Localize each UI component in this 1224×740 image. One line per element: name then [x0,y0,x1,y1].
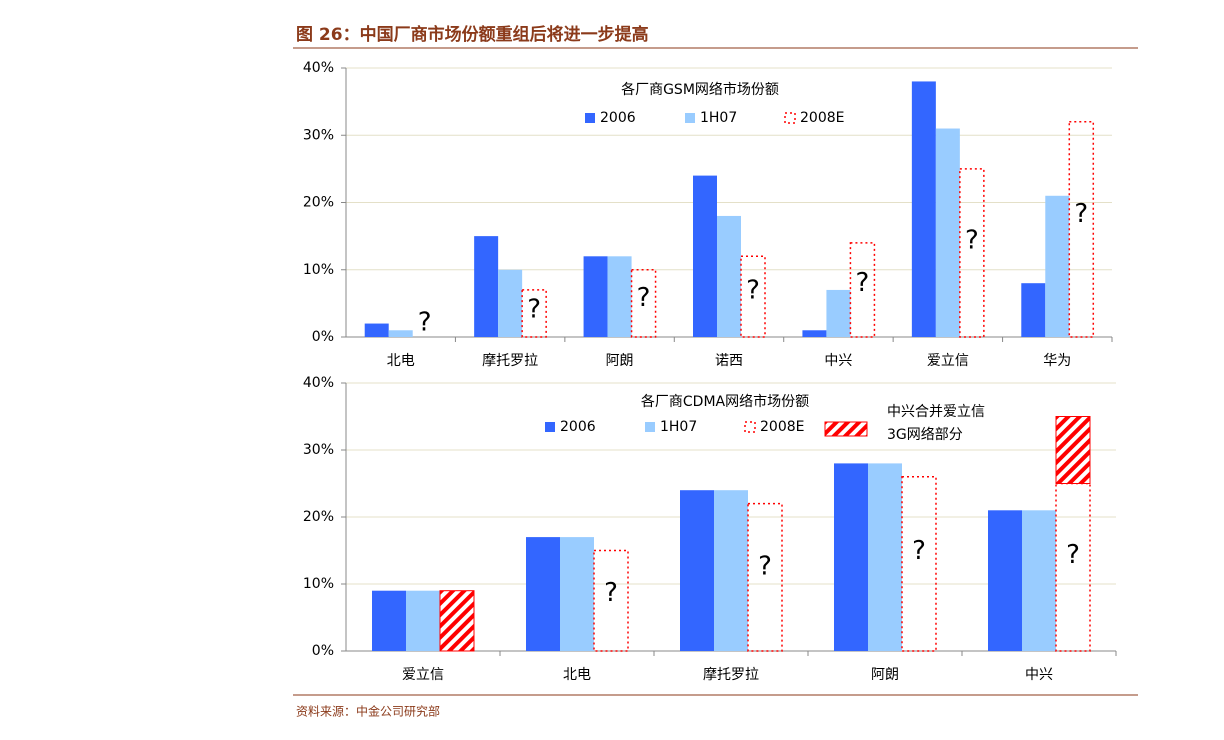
legend-swatch [784,112,796,124]
legend-label: 1H07 [700,110,737,126]
bar [1055,416,1091,484]
legend-swatch [744,421,756,433]
legend-label: 2006 [560,419,596,435]
bar [1045,195,1070,337]
bar [988,510,1022,651]
bar [526,537,560,651]
x-tick-label: 摩托罗拉 [482,352,538,369]
bar [959,168,985,338]
x-tick-label: 阿朗 [606,353,634,369]
unknown-mark: ? [746,276,760,306]
legend-label: 2008E [800,110,844,126]
bar [849,242,876,338]
legend-swatch [585,113,595,123]
legend-label: 2008E [760,419,804,435]
bar [680,490,714,651]
bar [439,590,475,652]
legend-swatch [645,422,655,432]
x-tick-label: 爱立信 [402,667,444,683]
source: 资料来源：中金公司研究部 [296,704,440,719]
bar [1021,283,1046,337]
bar [583,256,608,337]
x-tick-label: 诺西 [715,353,743,369]
bar [911,81,936,337]
bar [935,128,960,337]
legend-label: 2006 [600,110,636,126]
bar [834,463,868,651]
bar [826,289,851,337]
unknown-mark: ? [912,536,926,566]
bar [802,330,827,337]
y-tick-label: 40% [303,375,334,391]
bar [560,537,594,651]
y-tick-label: 30% [303,127,334,143]
bar [474,236,499,337]
legend-label: 1H07 [660,419,697,435]
unknown-mark: ? [856,268,870,298]
bar [740,255,766,338]
x-tick-label: 阿朗 [871,667,899,683]
unknown-mark: ? [965,226,979,256]
x-tick-label: 北电 [387,353,415,369]
legend-title: 各厂商GSM网络市场份额 [621,81,779,98]
x-tick-label: 北电 [563,667,591,683]
y-tick-label: 20% [303,195,334,211]
bar [498,269,523,337]
x-tick-label: 爱立信 [927,353,969,369]
x-tick-label: 中兴 [1025,667,1053,683]
legend-title: 各厂商CDMA网络市场份额 [641,393,809,410]
unknown-mark: ? [758,551,772,581]
unknown-mark: ? [1066,540,1080,570]
bar [406,590,440,651]
unknown-mark: ? [637,283,651,313]
legend-label: 中兴合并爱立信 3G网络部分 [887,404,985,443]
page-title: 图 26：中国厂商市场份额重组后将进一步提高 [296,24,649,45]
unknown-mark: ? [1074,199,1088,229]
legend-swatch [545,422,555,432]
y-tick-label: 40% [303,60,334,76]
y-tick-label: 30% [303,442,334,458]
x-tick-label: 摩托罗拉 [703,666,759,683]
bar [388,330,413,337]
bar [717,215,741,337]
bar [607,256,632,337]
legend-swatch [685,113,695,123]
y-tick-label: 0% [312,643,334,659]
y-tick-label: 10% [303,576,334,592]
bar [1022,510,1056,651]
y-tick-label: 0% [312,329,334,345]
unknown-mark: ? [527,295,541,325]
y-tick-label: 10% [303,262,334,278]
unknown-mark: ? [604,578,618,608]
bar [364,323,389,337]
bar [372,590,406,651]
bar [693,175,717,337]
bar [521,289,547,338]
bar [714,490,748,651]
bar [747,502,783,652]
bar [868,463,902,651]
bar [630,269,657,338]
y-tick-label: 20% [303,509,334,525]
x-tick-label: 中兴 [824,353,852,369]
unknown-mark: ? [418,308,432,338]
bar [901,476,937,652]
bar [1068,121,1095,338]
legend-swatch [824,421,868,437]
x-tick-label: 华为 [1043,353,1071,369]
bar [593,549,629,652]
